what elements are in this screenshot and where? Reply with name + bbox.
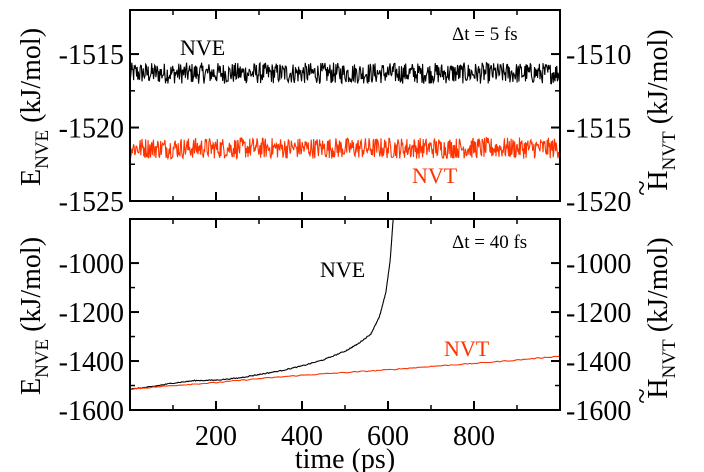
top-nve-label: NVE (180, 35, 225, 60)
bottom-right-axis-title: HNVT (kJ/mol) (643, 237, 680, 398)
bottom-right-axis-tilde: ~ (627, 388, 658, 403)
top-right-tick-label: -1520 (566, 187, 631, 218)
x-tick-label: 400 (281, 421, 323, 452)
bottom-right-tick-label: -1400 (566, 347, 631, 378)
bottom-nvt-label: NVT (444, 336, 490, 361)
top-right-axis-title: HNVT (kJ/mol) (643, 29, 680, 190)
top-right-axis-tilde: ~ (627, 180, 658, 195)
top-left-axis-title: ENVE (kJ/mol) (16, 28, 53, 186)
bottom-right-tick-label: -1600 (566, 396, 631, 427)
x-axis-title: time (ps) (295, 444, 395, 472)
bottom-series-nvt-line (130, 355, 560, 391)
top-right-tick-label: -1510 (566, 40, 631, 71)
bottom-nve-label: NVE (320, 257, 365, 282)
top-right-tick-label: -1515 (566, 114, 631, 145)
top-nvt-label: NVT (412, 163, 458, 188)
bottom-left-tick-label: -1400 (59, 347, 124, 378)
bottom-series-nve-line (130, 219, 394, 390)
top-series-nvt-line (130, 136, 560, 161)
bottom-right-tick-label: -1200 (566, 298, 631, 329)
top-left-tick-label: -1520 (59, 114, 124, 145)
top-panel: -1515 -1520 -1525 -1510 -1515 -1520 (59, 9, 631, 218)
top-left-tick-label: -1525 (59, 187, 124, 218)
x-tick-label: 800 (453, 421, 495, 452)
x-tick-label: 200 (195, 421, 237, 452)
bottom-left-tick-label: -1600 (59, 396, 124, 427)
top-timestep-annotation: Δt = 5 fs (452, 24, 518, 45)
top-series-nve-line (130, 61, 560, 85)
bottom-panel: -1000 -1200 -1400 -1600 -1000 -1200 -1400 -1600… (59, 218, 631, 452)
bottom-left-axis-title: ENVE (kJ/mol) (16, 237, 53, 395)
bottom-left-tick-label: -1200 (59, 298, 124, 329)
bottom-timestep-annotation: Δt = 40 fs (452, 232, 527, 253)
x-tick-label: 600 (367, 421, 409, 452)
top-left-tick-label: -1515 (59, 40, 124, 71)
bottom-right-tick-label: -1000 (566, 249, 631, 280)
bottom-left-tick-label: -1000 (59, 249, 124, 280)
